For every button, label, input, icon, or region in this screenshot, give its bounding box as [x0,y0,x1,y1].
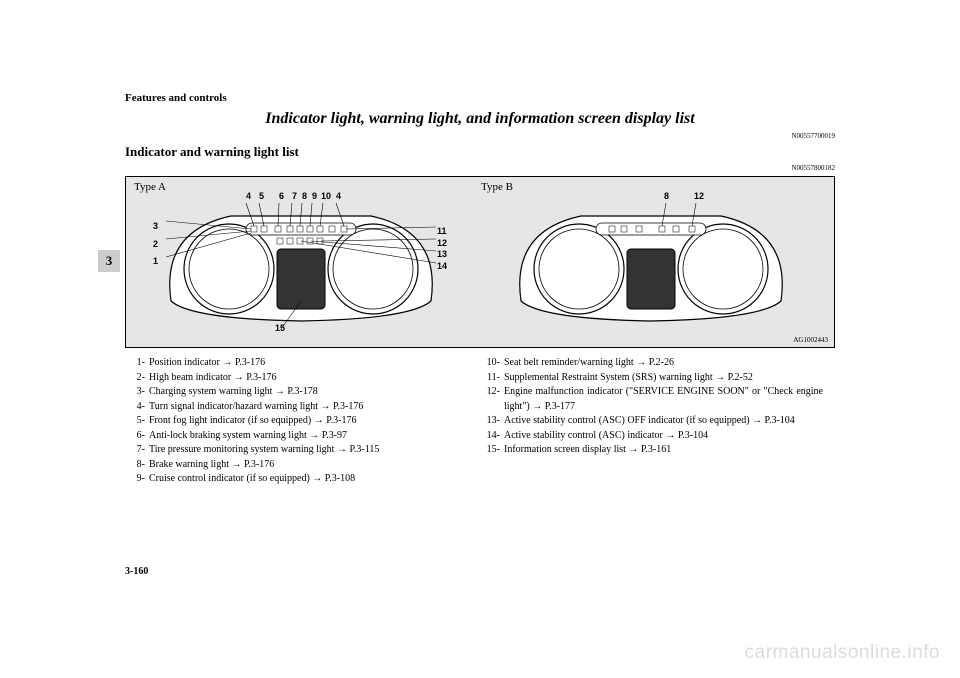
legend-text: Turn signal indicator/hazard warning lig… [149,400,468,415]
callout-9: 9 [312,191,317,201]
callout-3: 3 [153,221,158,231]
legend-item: 6-Anti-lock braking system warning light… [125,429,468,444]
legend-item: 8-Brake warning light → P.3-176 [125,458,468,473]
legend-num: 7- [125,443,149,458]
legend-item: 5-Front fog light indicator (if so equip… [125,414,468,429]
callout-8: 8 [664,191,669,201]
callout-13: 13 [437,249,447,259]
legend-item: 10-Seat belt reminder/warning light → P.… [480,356,823,371]
legend-text: Active stability control (ASC) OFF indic… [504,414,823,429]
section-header: Features and controls [125,92,835,104]
legend-item: 11-Supplemental Restraint System (SRS) w… [480,371,823,386]
legend-num: 12- [480,385,504,414]
legend-text: Tire pressure monitoring system warning … [149,443,468,458]
legend-text: Anti-lock braking system warning light →… [149,429,468,444]
legend-text: Cruise control indicator (if so equipped… [149,472,468,487]
legend-item: 12-Engine malfunction indicator ("SERVIC… [480,385,823,414]
callout-4: 4 [336,191,341,201]
legend-text: Brake warning light → P.3-176 [149,458,468,473]
callout-12: 12 [694,191,704,201]
callout-11: 11 [437,226,447,236]
legend-text: Position indicator → P.3-176 [149,356,468,371]
callout-6: 6 [279,191,284,201]
callout-14: 14 [437,261,447,271]
legend-num: 1- [125,356,149,371]
legend-text: Front fog light indicator (if so equippe… [149,414,468,429]
legend-num: 8- [125,458,149,473]
legend-item: 14-Active stability control (ASC) indica… [480,429,823,444]
callout-1: 1 [153,256,158,266]
callout-2: 2 [153,239,158,249]
callout-4: 4 [246,191,251,201]
doc-id-2: N00557800182 [125,164,835,172]
callout-5: 5 [259,191,264,201]
gauge-cluster-a: 321 456789104 11121314 15 [151,201,451,331]
callout-7: 7 [292,191,297,201]
legend-item: 13-Active stability control (ASC) OFF in… [480,414,823,429]
legend: 1-Position indicator → P.3-1762-High bea… [125,356,835,487]
legend-item: 4-Turn signal indicator/hazard warning l… [125,400,468,415]
legend-item: 3-Charging system warning light → P.3-17… [125,385,468,400]
legend-item: 9-Cruise control indicator (if so equipp… [125,472,468,487]
legend-num: 6- [125,429,149,444]
legend-num: 11- [480,371,504,386]
legend-right-col: 10-Seat belt reminder/warning light → P.… [480,356,835,487]
legend-num: 2- [125,371,149,386]
chapter-tab: 3 [98,250,120,272]
callout-8: 8 [302,191,307,201]
legend-text: Active stability control (ASC) indicator… [504,429,823,444]
figure-box: Type A Type B AG1002443 [125,176,835,348]
doc-id-1: N00557700019 [125,132,835,140]
watermark: carmanualsonline.info [745,642,940,664]
type-b-label: Type B [481,181,513,193]
legend-item: 1-Position indicator → P.3-176 [125,356,468,371]
legend-num: 10- [480,356,504,371]
legend-item: 2-High beam indicator → P.3-176 [125,371,468,386]
legend-num: 5- [125,414,149,429]
page-title: Indicator light, warning light, and info… [125,110,835,128]
legend-text: Charging system warning light → P.3-178 [149,385,468,400]
legend-text: Supplemental Restraint System (SRS) warn… [504,371,823,386]
legend-num: 3- [125,385,149,400]
legend-item: 15-Information screen display list → P.3… [480,443,823,458]
legend-text: Engine malfunction indicator ("SERVICE E… [504,385,823,414]
gauge-cluster-b: 812 [501,201,801,331]
callout-12: 12 [437,238,447,248]
legend-item: 7-Tire pressure monitoring system warnin… [125,443,468,458]
legend-num: 4- [125,400,149,415]
legend-num: 14- [480,429,504,444]
callout-10: 10 [321,191,331,201]
subheading: Indicator and warning light list [125,144,835,160]
page-number: 3-160 [125,566,148,577]
page-content: Features and controls Indicator light, w… [125,92,835,487]
type-a-label: Type A [134,181,166,193]
legend-num: 9- [125,472,149,487]
legend-text: High beam indicator → P.3-176 [149,371,468,386]
callout-15: 15 [275,323,285,333]
legend-text: Seat belt reminder/warning light → P.2-2… [504,356,823,371]
legend-num: 15- [480,443,504,458]
legend-left-col: 1-Position indicator → P.3-1762-High bea… [125,356,480,487]
legend-text: Information screen display list → P.3-16… [504,443,823,458]
legend-num: 13- [480,414,504,429]
figure-id: AG1002443 [793,336,828,344]
